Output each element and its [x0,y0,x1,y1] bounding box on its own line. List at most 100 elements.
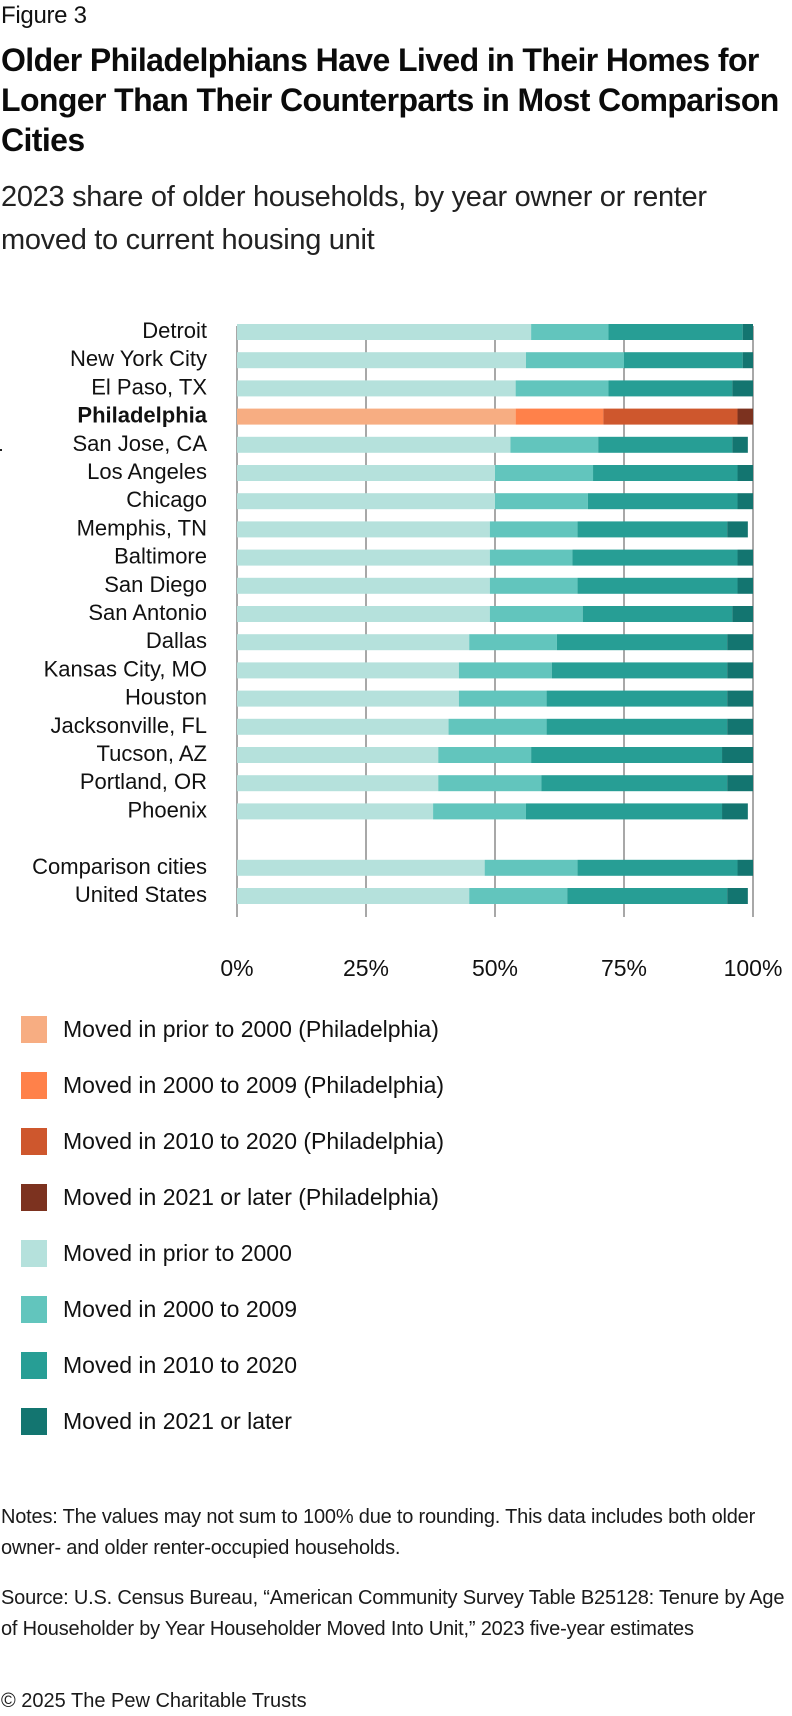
bar-segment [556,634,728,651]
legend-label: Moved in 2021 or later [63,1408,292,1434]
category-label: Philadelphia [77,403,207,428]
figure-label: Figure 3 [1,2,87,29]
bar-segment [551,662,728,679]
bar-segment [608,380,733,397]
bar-segment [237,718,449,735]
category-label: San Antonio [88,600,207,625]
bar-segment [541,775,728,792]
bar-segment [237,436,511,453]
legend-label: Moved in prior to 2000 [63,1240,292,1266]
bar-segment [237,775,439,792]
bar-segment [582,606,733,622]
category-label: El Paso, TX [91,374,207,399]
bar-segment [531,324,609,340]
copyright: © 2025 The Pew Charitable Trusts [1,1690,307,1712]
bar-segment [237,380,516,397]
bar-segment [237,352,526,369]
legend-label: Moved in prior to 2000 (Philadelphia) [63,1016,439,1042]
bar-segment [489,577,578,594]
bar-segment [727,888,748,904]
bar-segment [237,408,516,425]
bars [237,324,753,904]
bar-segment [237,577,490,594]
bar-segment [737,408,753,425]
bar-segment [237,493,495,510]
bar-segment [546,690,728,707]
category-label: Baltimore [114,544,207,569]
category-label: San Diego [104,572,207,597]
legend-swatch [21,1408,47,1435]
x-axis-tick-labels: 0% 25% 50% 75% 100% [220,955,782,981]
category-label: United States [75,882,207,907]
category-label: San Jose, CA [72,431,207,456]
bar-segment [469,888,568,904]
x-tick-label: 75% [601,955,647,981]
bar-segment [722,747,753,763]
x-tick-label: 0% [220,955,253,981]
bar-segment [495,465,594,481]
bar-segment [742,352,753,369]
bar-segment [598,436,733,453]
bar-segment [603,408,738,425]
bar-segment [237,521,490,538]
bar-segment [489,549,573,566]
bar-segment [727,662,753,679]
stacked-bar-chart: Detroit New York City El Paso, TX Philadelp… [32,318,782,981]
bar-segment [489,521,578,538]
bar-segment [608,324,743,340]
bar-segment [237,747,439,763]
bar-segment [737,577,753,594]
bar-segment [727,634,753,651]
category-label: Jacksonville, FL [50,713,207,738]
source: Source: U.S. Census Bureau, “American Co… [1,1587,785,1640]
bar-segment [438,747,532,763]
bar-segment [237,859,485,876]
category-label: Memphis, TN [77,515,207,540]
bar-segment [593,465,738,481]
category-labels: Detroit New York City El Paso, TX Philadelp… [32,318,208,907]
notes: Notes: The values may not sum to 100% du… [1,1506,756,1559]
bar-segment [727,521,748,538]
legend-swatch [21,1072,47,1099]
bar-segment [737,493,753,510]
bar-segment [237,803,434,820]
stray-mark [0,449,2,451]
bar-segment [237,606,490,622]
x-tick-label: 50% [472,955,518,981]
bar-segment [727,718,753,735]
legend-label: Moved in 2010 to 2020 [63,1352,298,1378]
bar-segment [237,662,459,679]
bar-segment [732,606,753,622]
bar-segment [510,436,599,453]
category-label: New York City [70,346,207,371]
bar-segment [237,690,459,707]
bar-segment [237,465,495,481]
bar-segment [515,408,604,425]
bar-segment [237,549,490,566]
bar-segment [722,803,748,820]
category-label: Dallas [146,628,207,653]
category-label: Comparison cities [32,854,207,879]
bar-segment [237,888,470,904]
category-label: Phoenix [127,797,207,822]
legend-label: Moved in 2021 or later (Philadelphia) [63,1184,439,1210]
bar-segment [727,690,753,707]
bar-segment [438,775,542,792]
legend-swatch [21,1240,47,1267]
bar-segment [587,493,738,510]
bar-segment [489,606,583,622]
bar-segment [737,549,753,566]
bar-segment [577,577,738,594]
bar-segment [515,380,609,397]
bar-segment [237,324,532,340]
legend-swatch [21,1016,47,1043]
bar-segment [525,803,723,820]
bar-segment [237,634,470,651]
bar-segment [433,803,526,820]
bar-segment [727,775,753,792]
bar-segment [484,859,578,876]
bar-segment [732,380,753,397]
bar-segment [469,634,557,651]
bar-segment [458,662,552,679]
legend-swatch [21,1352,47,1379]
